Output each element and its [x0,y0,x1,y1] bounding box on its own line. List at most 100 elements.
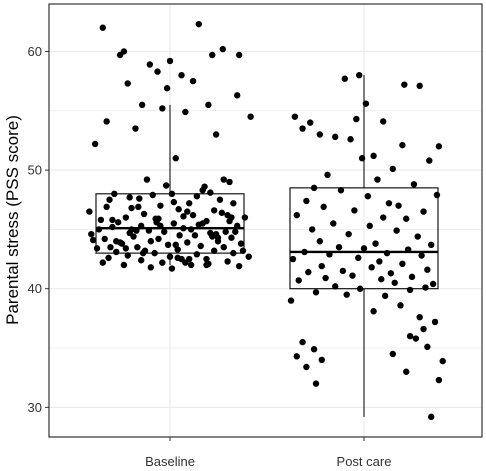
point-post-care [370,152,377,160]
point-baseline [154,68,161,75]
point-post-care [366,222,373,230]
point-baseline [147,264,154,271]
point-post-care [391,279,398,286]
point-baseline [209,51,216,59]
point-baseline [126,194,133,201]
point-post-care [429,280,437,288]
point-baseline [106,196,113,203]
point-post-care [326,251,333,258]
point-baseline [212,131,220,138]
point-post-care [303,363,310,371]
point-baseline [93,245,101,252]
point-post-care [295,277,302,284]
point-post-care [360,245,368,252]
point-baseline [143,176,151,183]
point-post-care [353,115,360,123]
point-baseline [105,254,112,262]
point-baseline [168,190,176,198]
point-baseline [241,214,249,221]
point-baseline [199,187,206,194]
point-baseline [234,222,241,230]
point-post-care [368,264,375,271]
point-post-care [356,285,364,292]
point-baseline [193,251,201,258]
point-post-care [410,181,418,188]
point-baseline [234,92,241,99]
point-baseline [136,195,143,202]
point-post-care [403,215,410,222]
point-baseline [139,249,147,257]
point-baseline [195,221,202,228]
y-tick-label: 60 [28,44,42,59]
point-baseline [103,203,110,211]
point-post-care [318,356,325,364]
point-baseline [113,248,120,256]
point-baseline [157,222,164,230]
point-post-care [428,413,435,421]
point-post-care [389,350,396,358]
point-baseline [210,207,218,214]
point-post-care [416,82,423,90]
point-post-care [362,100,370,107]
point-baseline [103,118,110,125]
point-post-care [387,270,395,277]
point-baseline [116,51,124,59]
point-post-care [374,176,381,183]
point-post-care [397,302,404,309]
point-baseline [151,249,158,257]
point-baseline [145,227,153,234]
point-baseline [162,182,170,189]
point-post-care [293,211,300,219]
point-baseline [218,209,226,216]
point-post-care [337,187,345,194]
point-post-care [330,220,337,227]
point-baseline [90,236,97,244]
point-post-care [418,252,425,259]
point-baseline [120,261,128,269]
point-baseline [187,261,195,269]
point-post-care [370,308,377,315]
point-baseline [219,45,226,53]
point-baseline [168,265,176,272]
y-axis-title: Parental stress (PSS score) [3,115,22,325]
point-post-care [307,119,314,126]
point-baseline [97,216,105,224]
point-baseline [159,259,166,266]
point-baseline [228,234,235,241]
point-baseline [124,80,131,87]
point-post-care [435,143,443,150]
y-tick-label: 40 [28,281,42,296]
point-baseline [228,214,235,221]
point-baseline [189,77,197,85]
point-baseline [226,178,233,186]
point-baseline [163,85,171,92]
point-post-care [380,118,387,125]
point-baseline [135,203,142,211]
point-baseline [159,105,166,112]
point-post-care [293,353,300,360]
point-post-care [378,276,385,283]
point-baseline [182,259,189,266]
point-post-care [299,338,306,346]
point-post-care [347,136,354,143]
point-post-care [305,268,312,276]
point-post-care [403,368,410,375]
jitter-points [86,20,446,421]
point-post-care [385,200,393,207]
point-post-care [380,214,387,221]
point-post-care [345,230,352,238]
point-baseline [86,208,93,215]
point-baseline [180,225,187,232]
point-baseline [166,253,174,260]
point-baseline [209,233,216,240]
point-post-care [343,291,350,298]
point-baseline [178,71,185,79]
point-baseline [99,259,107,266]
point-post-care [358,155,366,162]
plot-frame [48,3,483,438]
point-post-care [428,241,435,249]
point-post-care [364,192,372,200]
point-baseline [176,232,183,239]
point-post-care [433,191,441,199]
point-baseline [124,252,131,259]
